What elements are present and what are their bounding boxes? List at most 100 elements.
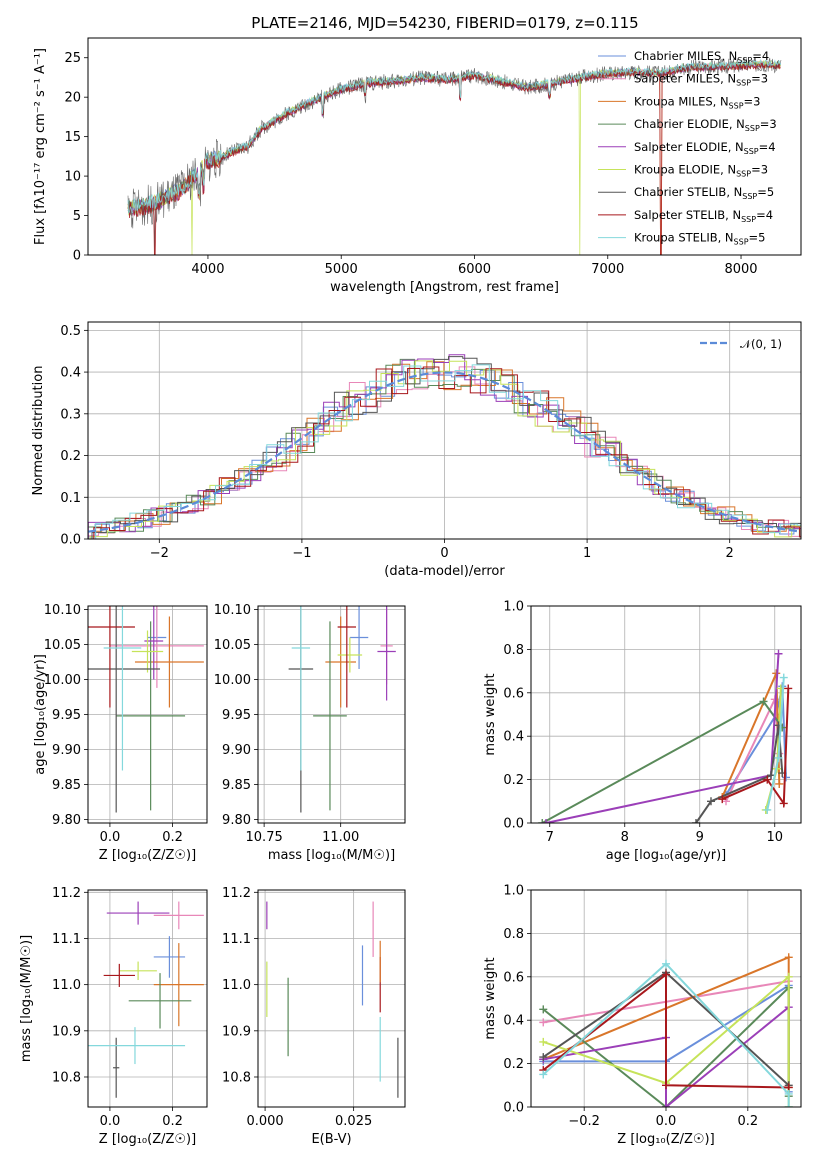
y-tick-label: 11.2 [222, 886, 251, 901]
x-tick-label: 4000 [191, 262, 224, 277]
gaussian-curve [88, 371, 801, 533]
residual-legend: 𝒩(0, 1) [700, 337, 782, 351]
legend-label: Kroupa ELODIE, NSSP=3 [634, 163, 768, 179]
y-axis-label: Normed distribution [31, 366, 46, 496]
plot-area [266, 901, 399, 1098]
y-tick-label: 11.1 [222, 932, 251, 947]
x-tick-label: −2 [150, 546, 169, 561]
axes-frame: −0.2 0.0 0.2 0.0 0.2 0.4 0.6 0.8 1.0 Z [log₁₀(Z/Z… [483, 884, 802, 1147]
x-tick-label: 8000 [724, 262, 757, 277]
legend-label: 𝒩(0, 1) [740, 337, 782, 351]
spectrum-line [127, 58, 781, 214]
y-tick-label: 9.95 [222, 708, 251, 723]
axes-frame: −2 −1 0 1 2 0.0 0.1 0.2 0.3 0.4 0.5 (data-model)/er… [31, 321, 802, 579]
axes-border [87, 37, 802, 256]
weight-marker [542, 819, 550, 823]
plot-area [88, 354, 801, 539]
x-tick-label: 0.0 [100, 830, 121, 845]
y-tick-label: 0.4 [503, 730, 524, 745]
y-tick-label: 11.0 [222, 978, 251, 993]
y-tick-label: 9.95 [52, 708, 81, 723]
y-tick-label: 10 [64, 170, 81, 185]
y-tick-label: 0.5 [60, 324, 81, 339]
x-tick-label: 8 [621, 830, 629, 845]
x-tick-label: 0 [440, 546, 448, 561]
panel-age-vs-Z: 0.0 0.2 9.80 9.85 9.90 9.95 10.00 10.05 10.10 Z [… [33, 603, 208, 863]
y-tick-label: 0.4 [503, 1014, 524, 1029]
histogram-step [93, 366, 801, 539]
y-tick-label: 1.0 [503, 884, 524, 899]
axes-frame: 4000 5000 6000 7000 8000 0 5 10 15 20 25 wavelength… [33, 37, 802, 295]
spectrum-line [127, 61, 781, 255]
weight-marker [784, 972, 793, 981]
weight-marker [662, 1103, 670, 1107]
y-tick-label: 0.2 [503, 773, 524, 788]
x-axis-label: (data-model)/error [384, 564, 505, 579]
x-tick-label: 7000 [591, 262, 624, 277]
y-tick-label: 0.4 [60, 366, 81, 381]
weight-marker [775, 779, 784, 788]
x-tick-label: −1 [292, 546, 311, 561]
weight-marker [779, 799, 788, 808]
y-tick-label: 0.0 [60, 533, 81, 548]
weight-marker [662, 1081, 670, 1090]
axes-frame: 10.75 11.00 9.80 9.85 9.90 9.95 10.00 10.05 10.1… [214, 603, 406, 863]
y-tick-label: 0.8 [503, 643, 524, 658]
x-axis-label: Z [log₁₀(Z/Z☉)] [99, 1132, 196, 1147]
y-tick-label: 9.90 [222, 743, 251, 758]
weight-marker [784, 1103, 793, 1107]
y-tick-label: 10.10 [44, 603, 81, 618]
legend-label: Chabrier MILES, NSSP=4 [634, 49, 769, 65]
weight-marker [759, 697, 768, 706]
plot-area [88, 606, 204, 813]
y-tick-label: 0.8 [503, 927, 524, 942]
x-tick-label: 0.0 [656, 1114, 677, 1129]
panel-spectrum: 4000 5000 6000 7000 8000 0 5 10 15 20 25 wavelength… [33, 37, 802, 295]
panel-weight-vs-age: 7 8 9 10 0.0 0.2 0.4 0.6 0.8 1.0 age [log₁₀(age/yr… [483, 600, 802, 863]
y-tick-label: 9.80 [222, 813, 251, 828]
figure-title: PLATE=2146, MJD=54230, FIBERID=0179, z=0… [251, 14, 638, 32]
weight-marker [774, 649, 783, 658]
y-tick-label: 0.1 [60, 491, 81, 506]
y-tick-label: 15 [64, 130, 81, 145]
plot-area [88, 901, 204, 1098]
legend-label: Salpeter STELIB, NSSP=4 [634, 208, 773, 224]
y-tick-label: 10.05 [44, 638, 81, 653]
weight-line [542, 962, 790, 1107]
y-axis-label: age [log₁₀(age/yr)] [33, 654, 48, 775]
weight-marker [538, 819, 547, 823]
y-tick-label: 0 [73, 249, 81, 264]
x-tick-label: 0.2 [162, 1114, 183, 1129]
weight-marker [784, 1089, 793, 1098]
panel-age-vs-mass: 10.75 11.00 9.80 9.85 9.90 9.95 10.00 10.05 10.1… [214, 603, 406, 863]
x-axis-label: wavelength [Angstrom, rest frame] [330, 280, 559, 295]
y-tick-label: 0.6 [503, 970, 524, 985]
axes-border [530, 605, 802, 824]
axes-border [87, 889, 208, 1108]
plot-area [539, 953, 793, 1107]
weight-marker [763, 805, 772, 814]
x-tick-label: 0.000 [246, 1114, 283, 1129]
y-tick-label: 0.3 [60, 407, 81, 422]
x-axis-label: Z [log₁₀(Z/Z☉)] [99, 848, 196, 863]
y-tick-label: 1.0 [503, 600, 524, 615]
weight-marker [784, 953, 793, 962]
y-tick-label: 10.9 [222, 1024, 251, 1039]
y-tick-label: 10.9 [52, 1024, 81, 1039]
histogram-step [95, 364, 801, 539]
legend-label: Chabrier STELIB, NSSP=5 [634, 185, 774, 201]
x-tick-label: 9 [696, 830, 704, 845]
axes-frame: 7 8 9 10 0.0 0.2 0.4 0.6 0.8 1.0 age [log₁₀(age/yr… [483, 600, 802, 863]
weight-marker [539, 1005, 548, 1014]
legend-label: Kroupa MILES, NSSP=3 [634, 94, 760, 110]
legend-label: Kroupa STELIB, NSSP=5 [634, 231, 765, 247]
x-tick-label: 0.025 [335, 1114, 372, 1129]
x-axis-label: mass [log₁₀(M/M☉)] [268, 848, 395, 863]
plot-area [288, 606, 396, 813]
y-tick-label: 0.0 [503, 817, 524, 832]
weight-marker [782, 773, 790, 782]
weight-marker [718, 795, 727, 804]
y-tick-label: 20 [64, 91, 81, 106]
weight-marker [539, 1018, 548, 1027]
